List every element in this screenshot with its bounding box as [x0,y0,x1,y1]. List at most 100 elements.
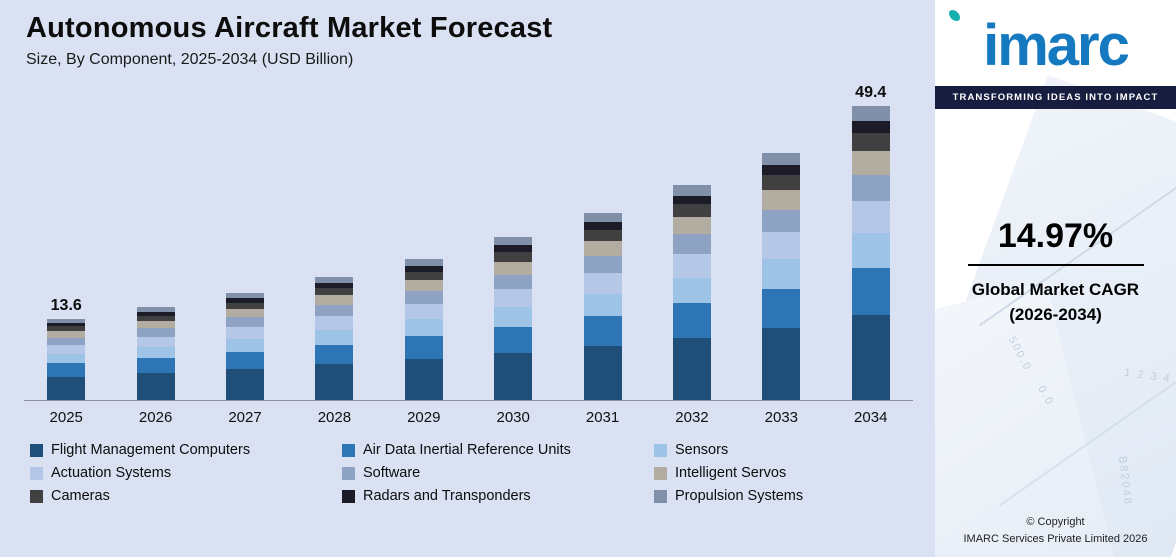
bar-segment [404,291,443,304]
legend-label: Radars and Transponders [363,488,531,504]
bar-segment [851,232,890,269]
bar-column [203,79,287,400]
bar-segment [47,344,86,354]
page-subtitle: Size, By Component, 2025-2034 (USD Billi… [26,51,354,68]
bar-segment [672,203,711,217]
cagr-period: (2026-2034) [1009,304,1102,324]
bar-segment [583,241,622,257]
bar-segment [315,316,354,330]
bar-segment [226,293,264,299]
bar-segment [136,358,175,374]
bar-segment [762,152,801,166]
legend-swatch [342,443,355,457]
sidebar-content: imarc TRANSFORMING IDEAS INTO IMPACT 14.… [935,0,1176,557]
bar-stack [851,106,890,400]
legend-item: Flight Management Computers [30,442,342,458]
x-axis-label: 2031 [585,409,620,426]
bar-segment [583,212,622,223]
bar-stack [136,307,175,400]
legend-item: Software [342,465,654,481]
legend-swatch [30,466,43,480]
bar-segment [762,258,801,289]
legend-label: Cameras [51,488,110,504]
bar-segment [494,274,533,290]
bar-segment [136,315,175,322]
legend-item: Intelligent Servos [654,465,935,481]
copyright-line2: IMARC Services Private Limited 2026 [963,532,1148,545]
bar-segment [851,268,890,315]
bar-segment [315,329,354,345]
bar-column: 13.6 [24,79,108,401]
bar-segment [226,298,264,303]
bar-segment [494,326,533,354]
bar-segment [672,303,711,338]
bar-segment [226,326,264,339]
bar-segment [672,253,711,278]
bar-segment [762,175,801,191]
bar-segment [672,195,711,204]
x-axis-label: 2026 [138,409,173,426]
bar-segment [672,216,711,235]
bar-segment [404,265,443,272]
bar-column [650,79,734,401]
legend-swatch [654,489,667,503]
bar-segment [404,271,443,280]
bar-segment [47,353,86,364]
x-axis-label: 2030 [496,409,530,426]
x-axis-label: 2025 [49,409,83,426]
bar-segment [404,359,443,401]
bar-segment [136,336,175,347]
bar-stack [494,237,533,400]
bar-segment [226,317,264,327]
plot-area: 13.6 49.4 [24,79,913,401]
chart-panel: Autonomous Aircraft Market Forecast Size… [0,12,935,504]
x-axis-label: 2032 [675,409,709,426]
page-title: Autonomous Aircraft Market Forecast [26,12,553,44]
bar-segment [136,346,175,359]
legend-label: Sensors [675,442,729,458]
bar-segment [851,200,890,233]
bar-stack [762,152,801,400]
legend-swatch [342,466,355,480]
copyright-line1: © Copyright [1026,516,1085,528]
bar-column: 49.4 [829,79,913,400]
bar-segment [672,184,711,196]
bar-segment [226,302,264,310]
legend: Flight Management Computers Air Data Iner… [0,442,935,504]
bar-segment [762,231,801,259]
cagr-block: 14.97% Global Market CAGR (2026-2034) [935,217,1176,327]
bar-segment [136,312,175,316]
legend-label: Flight Management Computers [51,442,251,458]
bar-segment [404,319,443,337]
logo-text: imarc [983,13,1130,78]
x-axis-label: 2028 [317,409,352,426]
bar-total-label: 13.6 [50,297,82,315]
bar-segment [851,121,890,134]
bar-segment [851,150,890,175]
bar-segment [583,256,622,273]
legend-item: Sensors [654,442,935,458]
bar-column [382,79,466,401]
bar-segment [672,277,711,304]
bar-segment [583,230,622,242]
bar-segment [672,234,711,254]
bar-segment [136,373,175,400]
bar-segment [762,190,801,210]
bar-segment [494,245,533,252]
logo-accent-icon [949,10,960,21]
bar-segment [404,279,443,292]
bar-segment [404,336,443,359]
bar-segment [226,338,264,352]
legend-label: Air Data Inertial Reference Units [363,442,571,458]
bar-segment [583,316,622,346]
cagr-label: Global Market CAGR [971,280,1140,299]
legend-swatch [342,489,355,503]
bar-segment [226,369,264,400]
bar-segment [315,282,354,288]
bar-column [560,79,644,401]
bar-segment [583,345,622,401]
x-axis-label: 2029 [407,409,441,426]
bar-segment [494,353,533,400]
bar-stack [315,276,354,400]
